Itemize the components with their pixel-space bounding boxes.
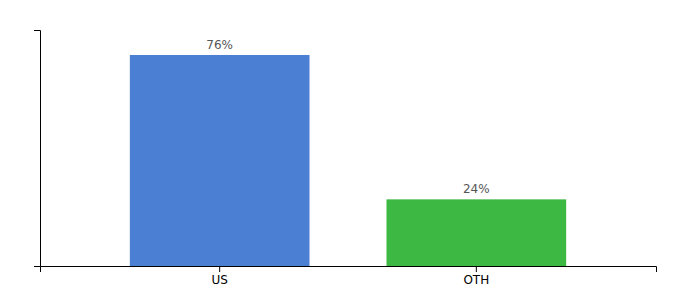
chart-svg: US OTH 76% 24% bbox=[0, 0, 680, 300]
x-tick-mark bbox=[219, 266, 220, 272]
chart-container: US OTH 76% 24% bbox=[0, 0, 680, 300]
y-axis bbox=[34, 31, 41, 267]
x-axis: US OTH bbox=[41, 266, 657, 287]
x-axis-line bbox=[41, 267, 657, 273]
data-label: 24% bbox=[463, 182, 490, 196]
x-tick-label: US bbox=[211, 273, 227, 287]
x-tick-mark bbox=[476, 266, 477, 272]
plot-area: US OTH 76% 24% bbox=[34, 31, 657, 287]
data-labels: 76% 24% bbox=[206, 38, 489, 196]
data-label: 76% bbox=[206, 38, 233, 52]
y-axis-line bbox=[34, 31, 41, 267]
x-tick-label: OTH bbox=[463, 273, 489, 287]
x-tick: US bbox=[211, 266, 227, 287]
x-tick: OTH bbox=[463, 266, 489, 287]
bar bbox=[387, 199, 567, 266]
bars bbox=[130, 55, 566, 266]
bar bbox=[130, 55, 310, 266]
